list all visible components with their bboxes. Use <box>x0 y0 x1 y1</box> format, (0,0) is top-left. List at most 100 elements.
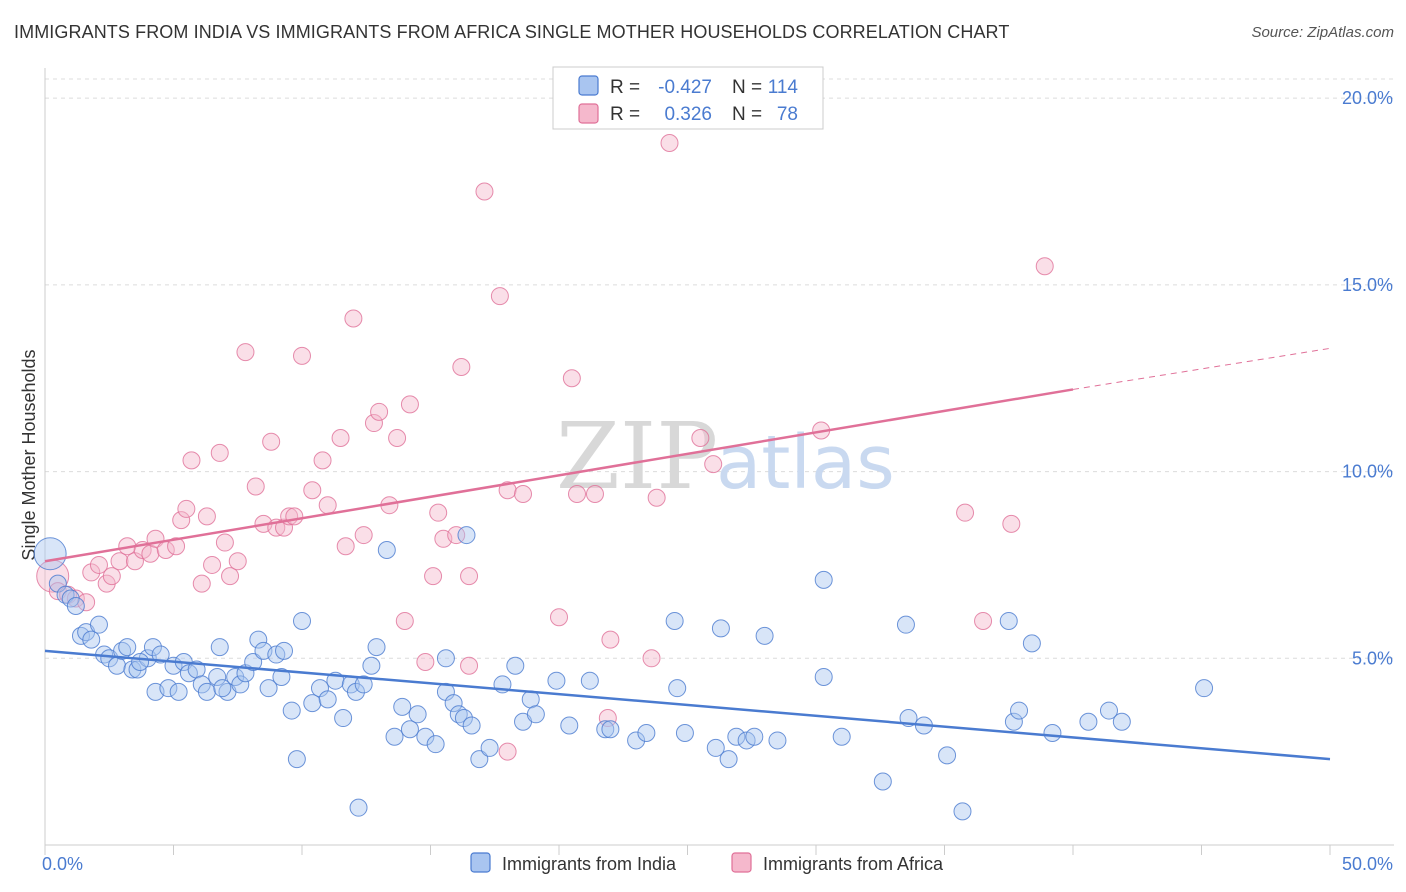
data-point <box>999 611 1018 630</box>
data-point <box>814 570 833 589</box>
source-label: Source: ZipAtlas.com <box>1251 24 1394 41</box>
data-point <box>293 346 311 365</box>
watermark-zip: ZIP <box>556 403 718 510</box>
data-point <box>313 451 332 470</box>
trend-lines <box>44 347 1331 761</box>
data-point <box>354 526 373 545</box>
data-point <box>601 720 620 739</box>
data-point <box>462 716 481 735</box>
legend-swatch-india <box>578 75 599 96</box>
legend-africa-n-value: 78 <box>777 104 798 125</box>
data-point <box>318 496 337 515</box>
data-point <box>896 615 915 634</box>
data-point <box>832 727 851 746</box>
data-point <box>1195 679 1214 698</box>
data-point <box>429 503 448 522</box>
legend-africa-n-label: N = <box>732 104 762 125</box>
data-point <box>1002 514 1021 533</box>
data-point <box>498 742 517 761</box>
data-point <box>547 671 566 690</box>
data-point <box>285 507 304 526</box>
data-point <box>275 641 294 660</box>
africa-trend-extension <box>1072 347 1331 390</box>
data-point <box>460 567 479 586</box>
data-point <box>151 645 170 664</box>
data-point <box>208 667 227 686</box>
data-point <box>118 638 137 657</box>
legend-swatch-africa <box>578 103 599 124</box>
data-point <box>642 649 661 668</box>
data-point <box>362 656 381 675</box>
data-point <box>349 798 368 817</box>
data-point <box>1079 712 1098 731</box>
data-point <box>426 735 445 754</box>
y-tick-label: 15.0% <box>1342 275 1393 295</box>
data-point <box>385 727 404 746</box>
data-point <box>755 626 774 645</box>
data-point <box>647 488 666 507</box>
data-point <box>416 727 435 746</box>
data-point <box>344 309 363 328</box>
data-point <box>110 552 129 571</box>
data-point <box>203 555 222 574</box>
data-point <box>367 638 386 657</box>
data-point <box>159 679 178 698</box>
correlation-legend: R = -0.427 N = 114 R = 0.326 N = 78 <box>552 66 824 130</box>
data-point <box>169 682 188 701</box>
data-point <box>275 518 294 537</box>
data-point <box>303 694 322 713</box>
data-point <box>480 738 499 757</box>
data-point <box>1035 257 1054 276</box>
data-point <box>282 701 301 720</box>
data-point <box>596 720 615 739</box>
africa-trend-line <box>44 388 1074 563</box>
data-point <box>107 656 126 675</box>
legend-africa-r-label: R = <box>610 104 640 125</box>
data-point <box>704 455 723 474</box>
data-point <box>141 544 160 563</box>
data-point <box>244 653 263 672</box>
data-point <box>262 432 281 451</box>
data-point <box>1010 701 1029 720</box>
legend-africa-r-value: 0.326 <box>664 104 712 125</box>
data-point <box>585 484 604 503</box>
data-point <box>675 723 694 742</box>
bottom-swatch-india <box>470 852 491 873</box>
y-tick-label: 5.0% <box>1352 648 1393 668</box>
data-point <box>236 343 255 362</box>
data-point <box>388 428 407 447</box>
data-point <box>246 477 265 496</box>
data-point <box>128 660 147 679</box>
x-tick-label: 50.0% <box>1342 854 1393 874</box>
data-point <box>66 589 85 608</box>
data-point <box>460 656 479 675</box>
bottom-legend-africa: Immigrants from Africa <box>763 854 944 874</box>
india-points <box>33 526 1214 821</box>
data-point <box>336 537 355 556</box>
data-point <box>197 682 216 701</box>
data-point <box>215 533 234 552</box>
data-point <box>506 656 525 675</box>
y-tick-label: 10.0% <box>1342 462 1393 482</box>
data-point <box>567 484 586 503</box>
data-point <box>228 552 247 571</box>
data-point <box>490 287 509 306</box>
data-point <box>66 597 85 616</box>
y-tick-label: 20.0% <box>1342 88 1393 108</box>
data-point <box>457 526 476 545</box>
data-point <box>167 537 186 556</box>
data-point <box>526 705 545 724</box>
data-point <box>395 611 414 630</box>
data-point <box>711 619 730 638</box>
data-point <box>668 679 687 698</box>
data-point <box>598 709 617 728</box>
data-point <box>1004 712 1023 731</box>
data-point <box>719 750 738 769</box>
data-point <box>660 133 679 152</box>
legend-india-n-label: N = <box>732 77 762 98</box>
data-point <box>77 593 96 612</box>
y-axis-label: Single Mother Households <box>19 349 39 560</box>
data-point <box>424 567 443 586</box>
data-point <box>560 716 579 735</box>
data-point <box>346 682 365 701</box>
